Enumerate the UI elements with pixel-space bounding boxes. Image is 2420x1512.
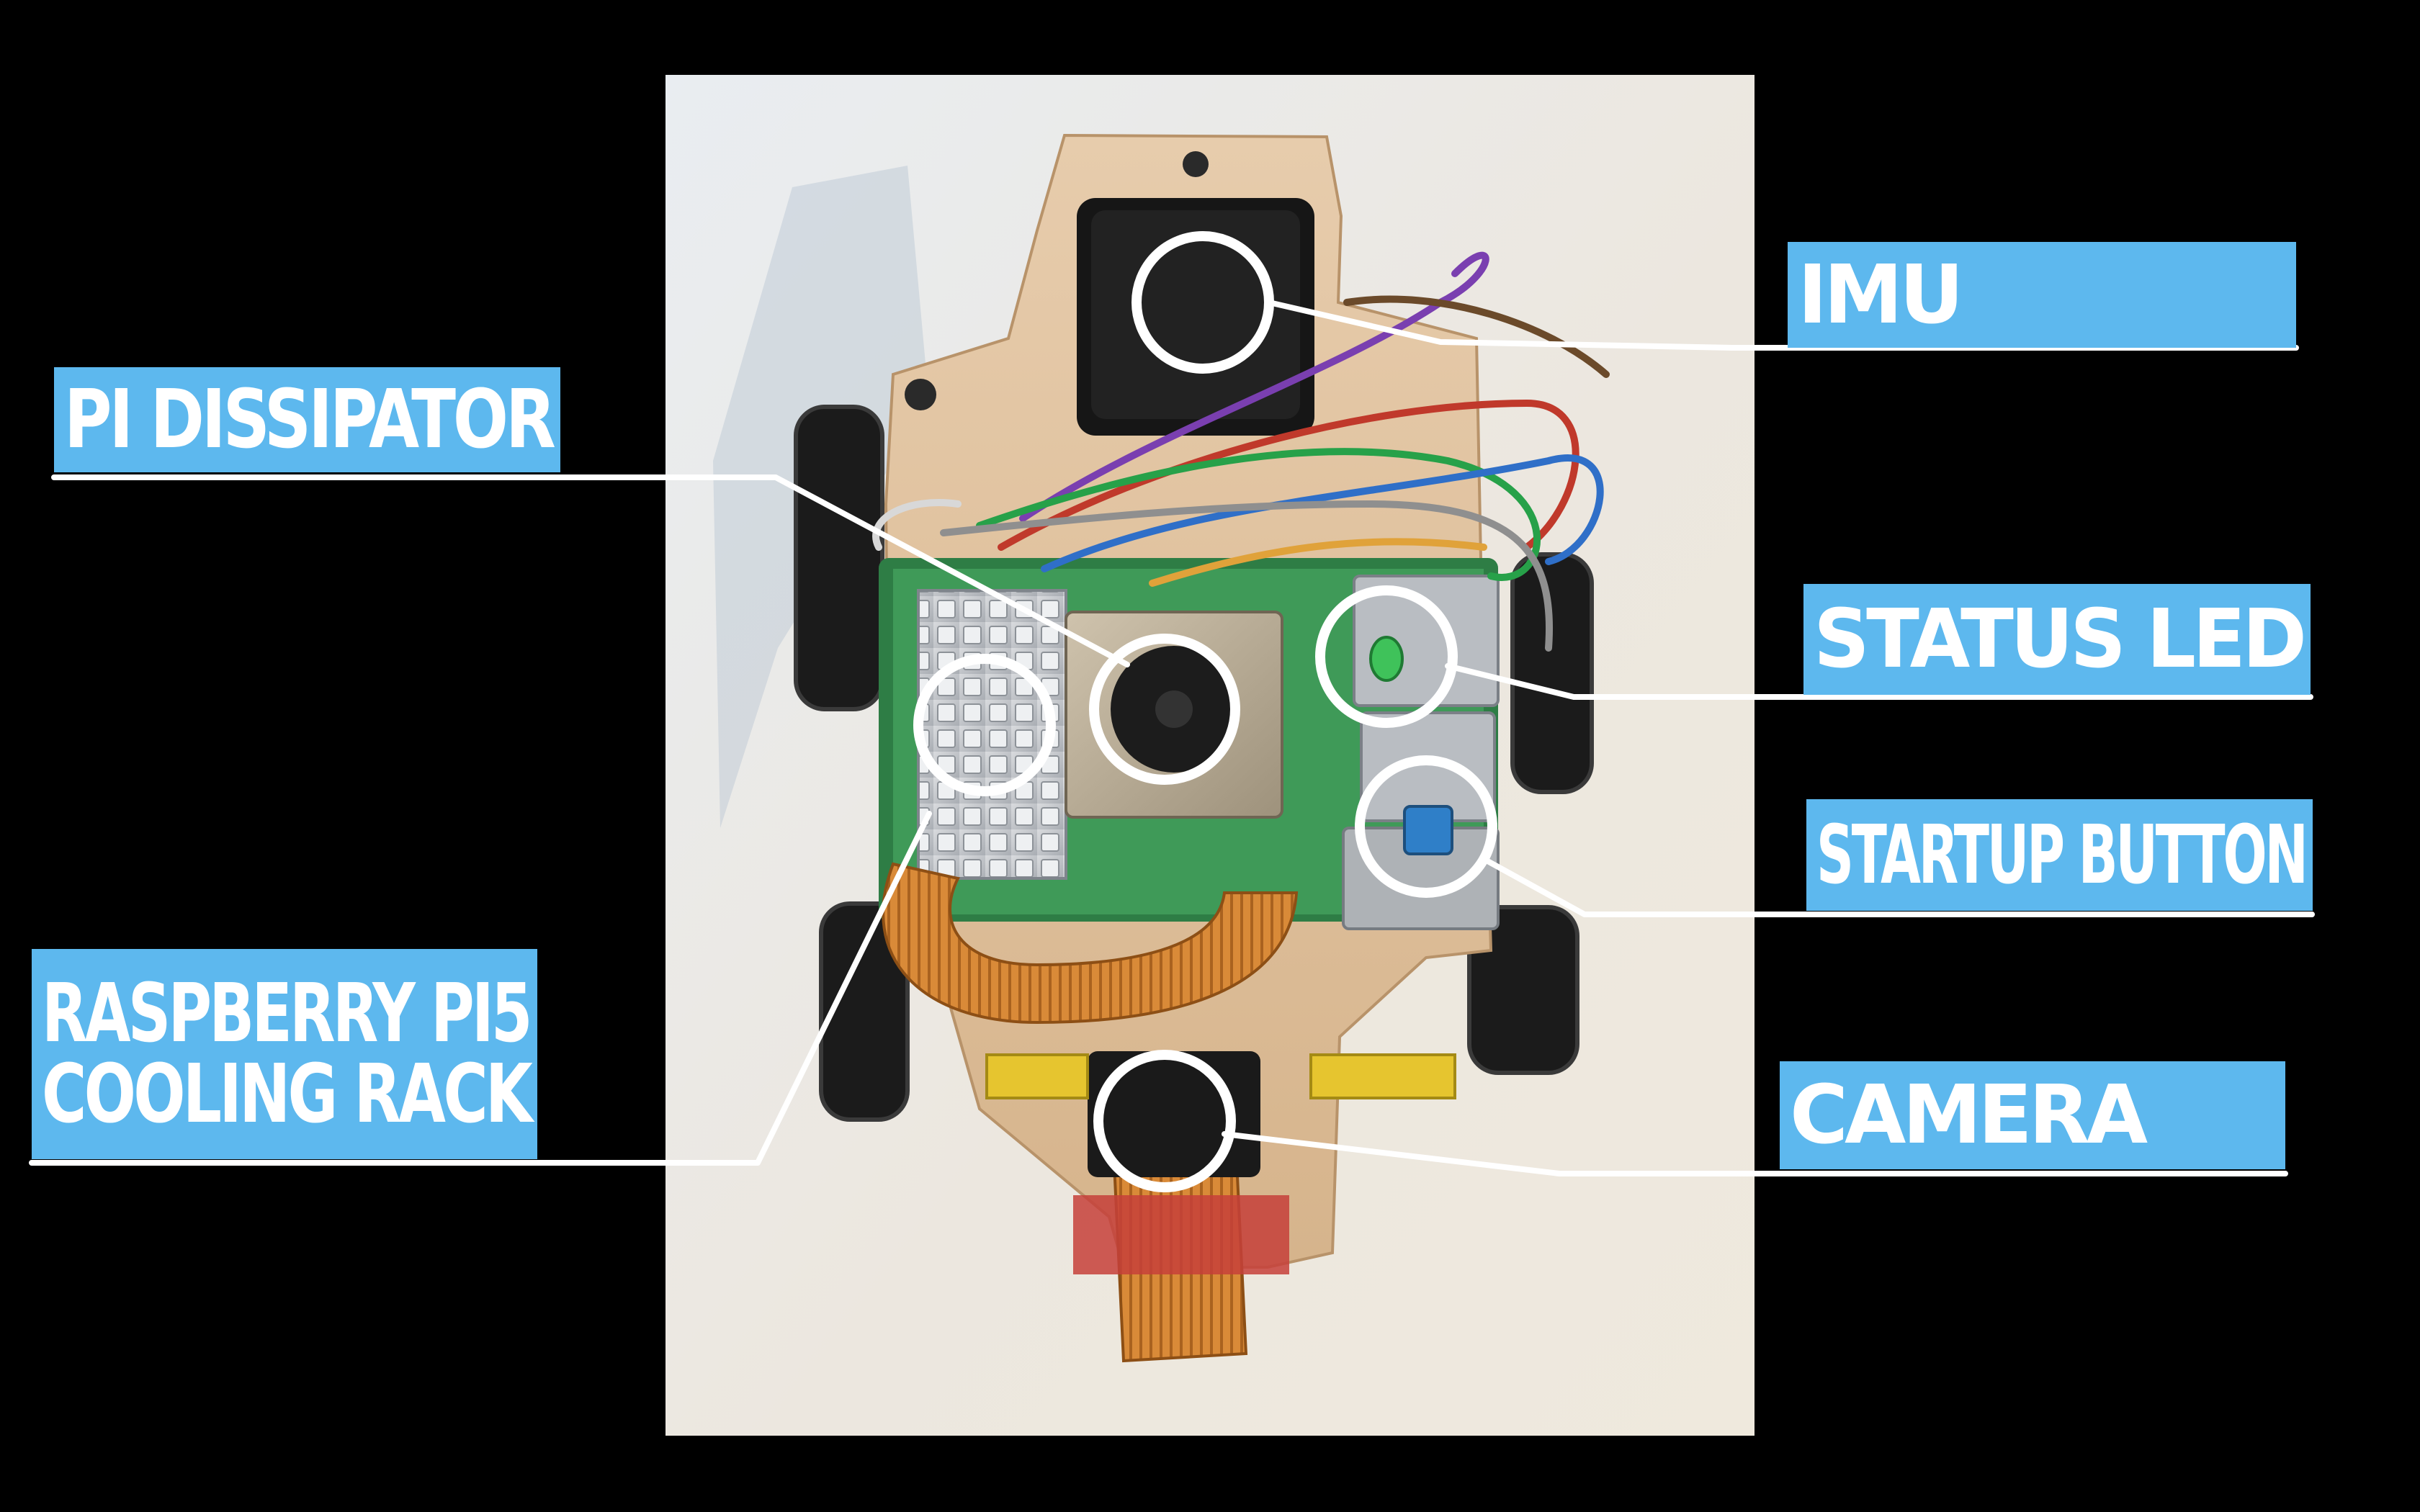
circle-cooling-rack	[913, 654, 1056, 796]
screw	[905, 379, 936, 410]
label-status-led-text: STATUS LED	[1814, 593, 2307, 686]
wheel-rear-left	[819, 901, 910, 1122]
highlight-circles	[913, 231, 1497, 1192]
yellow-bracket	[985, 1053, 1089, 1099]
usb-port-stack	[1360, 711, 1496, 822]
wheels	[794, 405, 1594, 1122]
label-camera: CAMERA	[1780, 1061, 2285, 1169]
leader-lines	[29, 300, 2315, 1176]
circle-imu	[1131, 231, 1274, 374]
robot-photo	[666, 75, 1754, 1436]
ribbon-cable-loop	[882, 862, 1299, 1025]
wheel-rear-right	[1467, 905, 1579, 1075]
wire-bundle	[872, 251, 1610, 652]
label-startup-button: STARTUP BUTTON	[1806, 799, 2313, 911]
wheel-front-right	[1510, 552, 1594, 794]
leader-line-pi-dissipator	[51, 474, 1130, 667]
circle-camera	[1093, 1050, 1236, 1192]
leader-line-imu	[1266, 300, 2299, 351]
fan-hub	[1155, 690, 1193, 728]
label-startup-button-text: STARTUP BUTTON	[1816, 808, 2308, 902]
label-pi-dissipator-text: PI DISSIPATOR	[64, 373, 556, 467]
label-cooling-rack: RASPBERRY PI5 COOLING RACK	[32, 949, 537, 1159]
leader-line-camera	[1222, 1131, 2288, 1176]
heatsink-fins	[917, 589, 1067, 880]
label-pi-dissipator: PI DISSIPATOR	[54, 367, 560, 472]
label-imu-text: IMU	[1798, 248, 1964, 342]
red-plate	[1073, 1195, 1289, 1274]
imu-module-edge	[1091, 210, 1300, 419]
leader-line-status-led	[1445, 663, 2313, 700]
label-imu: IMU	[1788, 242, 2296, 348]
startup-button-switch	[1403, 805, 1453, 855]
label-cooling-rack-line1: RASPBERRY PI5	[42, 967, 532, 1061]
leader-line-cooling-rack	[29, 811, 932, 1166]
yellow-bracket	[1309, 1053, 1456, 1099]
leader-line-startup-button	[1481, 856, 2315, 917]
label-cooling-rack-line2: COOLING RACK	[42, 1048, 533, 1141]
label-camera-text: CAMERA	[1790, 1068, 2148, 1162]
circle-pi-dissipator	[1089, 634, 1240, 785]
label-status-led: STATUS LED	[1803, 584, 2311, 695]
circle-status-led	[1315, 585, 1458, 728]
wheel-front-left	[794, 405, 884, 711]
status-led-bulb	[1369, 636, 1404, 682]
circle-startup-button	[1355, 755, 1497, 898]
screw	[1183, 151, 1209, 177]
